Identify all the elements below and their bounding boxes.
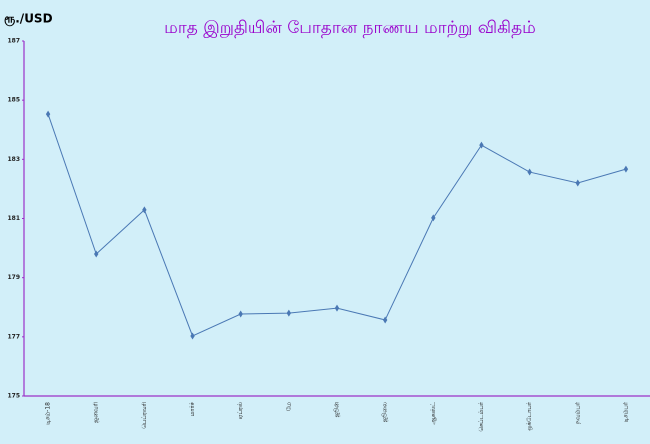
y-tick-label: 183 (7, 156, 20, 163)
marker (334, 304, 340, 312)
y-tick-label: 175 (7, 393, 20, 400)
marker (382, 316, 388, 324)
y-tick-label: 185 (7, 97, 20, 104)
x-tick-label: பெப்ரவரி (141, 402, 148, 429)
marker (575, 179, 580, 187)
marker (286, 309, 292, 317)
marker (238, 310, 243, 318)
marker (45, 110, 51, 118)
x-tick-label: மே (285, 402, 292, 411)
x-tick-label: ஆகஸ்ட் (430, 402, 437, 425)
x-tick-label: டிசம்-18 (45, 402, 52, 425)
x-tick-label: ஏப்ரல் (237, 402, 244, 419)
x-tick-label: ஒக்டோபர் (526, 401, 533, 431)
line (47, 113, 627, 337)
marker (431, 214, 436, 222)
x-tick-label: மார்ச் (189, 401, 196, 416)
y-tick-label: 187 (7, 38, 20, 45)
x-tick-label: டிசம்பர் (622, 401, 629, 422)
marker (190, 332, 195, 340)
marker (623, 165, 629, 173)
x-tick-label: ஜூன் (334, 402, 341, 418)
chart-title: மாத இறுதியின் போதான நாணய மாற்று விகிதம் (164, 18, 536, 38)
y-tick-label: 179 (7, 274, 20, 281)
marker (479, 141, 484, 149)
marker (94, 250, 99, 258)
x-tick-label: ஜனவரி (93, 402, 100, 423)
marker (527, 168, 532, 176)
y-axis-label: ரூ./USD (4, 12, 53, 27)
x-tick-label: ஜூலை (382, 402, 389, 422)
x-tick-label: செப்டம்பர் (478, 401, 485, 432)
x-tick-label: நவம்பர் (574, 401, 581, 424)
y-tick-label: 181 (7, 215, 20, 222)
y-tick-label: 177 (7, 333, 20, 340)
marker (142, 206, 147, 214)
